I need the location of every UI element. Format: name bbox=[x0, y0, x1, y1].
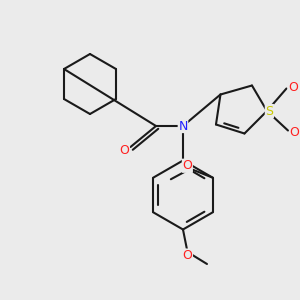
Text: O: O bbox=[182, 249, 192, 262]
Text: O: O bbox=[290, 125, 299, 139]
Text: O: O bbox=[120, 143, 129, 157]
Text: O: O bbox=[288, 80, 298, 94]
Text: N: N bbox=[178, 119, 188, 133]
Text: O: O bbox=[182, 159, 192, 172]
Text: S: S bbox=[266, 104, 273, 118]
